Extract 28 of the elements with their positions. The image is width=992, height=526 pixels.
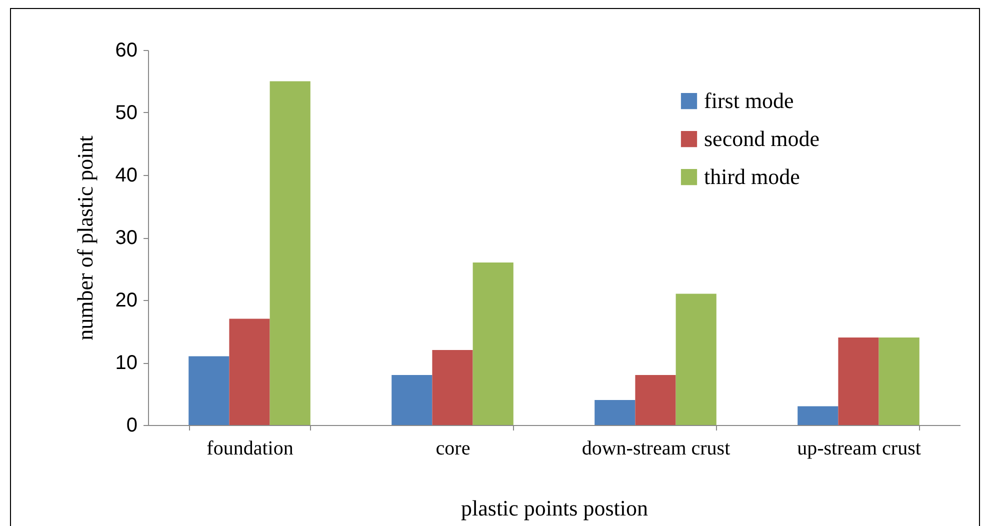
bar (432, 350, 473, 425)
x-tick-label: up-stream crust (797, 438, 922, 460)
bar (878, 338, 920, 425)
y-tick-label: 60 (115, 40, 138, 62)
x-tick-label: down-stream crust (582, 438, 731, 460)
bar (798, 406, 838, 425)
y-tick-label: 0 (126, 414, 138, 436)
legend-label: second mode (704, 126, 820, 151)
legend-label: first mode (704, 88, 794, 113)
bar (472, 262, 514, 425)
bar (188, 356, 230, 425)
y-tick-label: 20 (115, 290, 138, 312)
y-tick-label: 30 (115, 227, 138, 249)
bar (594, 400, 636, 425)
bar (635, 375, 676, 425)
bar (229, 318, 270, 425)
bar (676, 294, 716, 425)
legend-label: third mode (704, 164, 800, 189)
x-tick-label: core (436, 438, 470, 460)
y-tick-label: 40 (115, 164, 138, 186)
x-axis-title: plastic points postion (461, 496, 648, 520)
bar (838, 338, 879, 425)
bar (392, 375, 432, 425)
y-axis-title: number of plastic point (72, 136, 98, 340)
x-tick-label: foundation (206, 438, 294, 460)
y-tick-label: 50 (115, 102, 138, 124)
y-tick-label: 10 (115, 352, 138, 374)
bar (270, 81, 310, 425)
